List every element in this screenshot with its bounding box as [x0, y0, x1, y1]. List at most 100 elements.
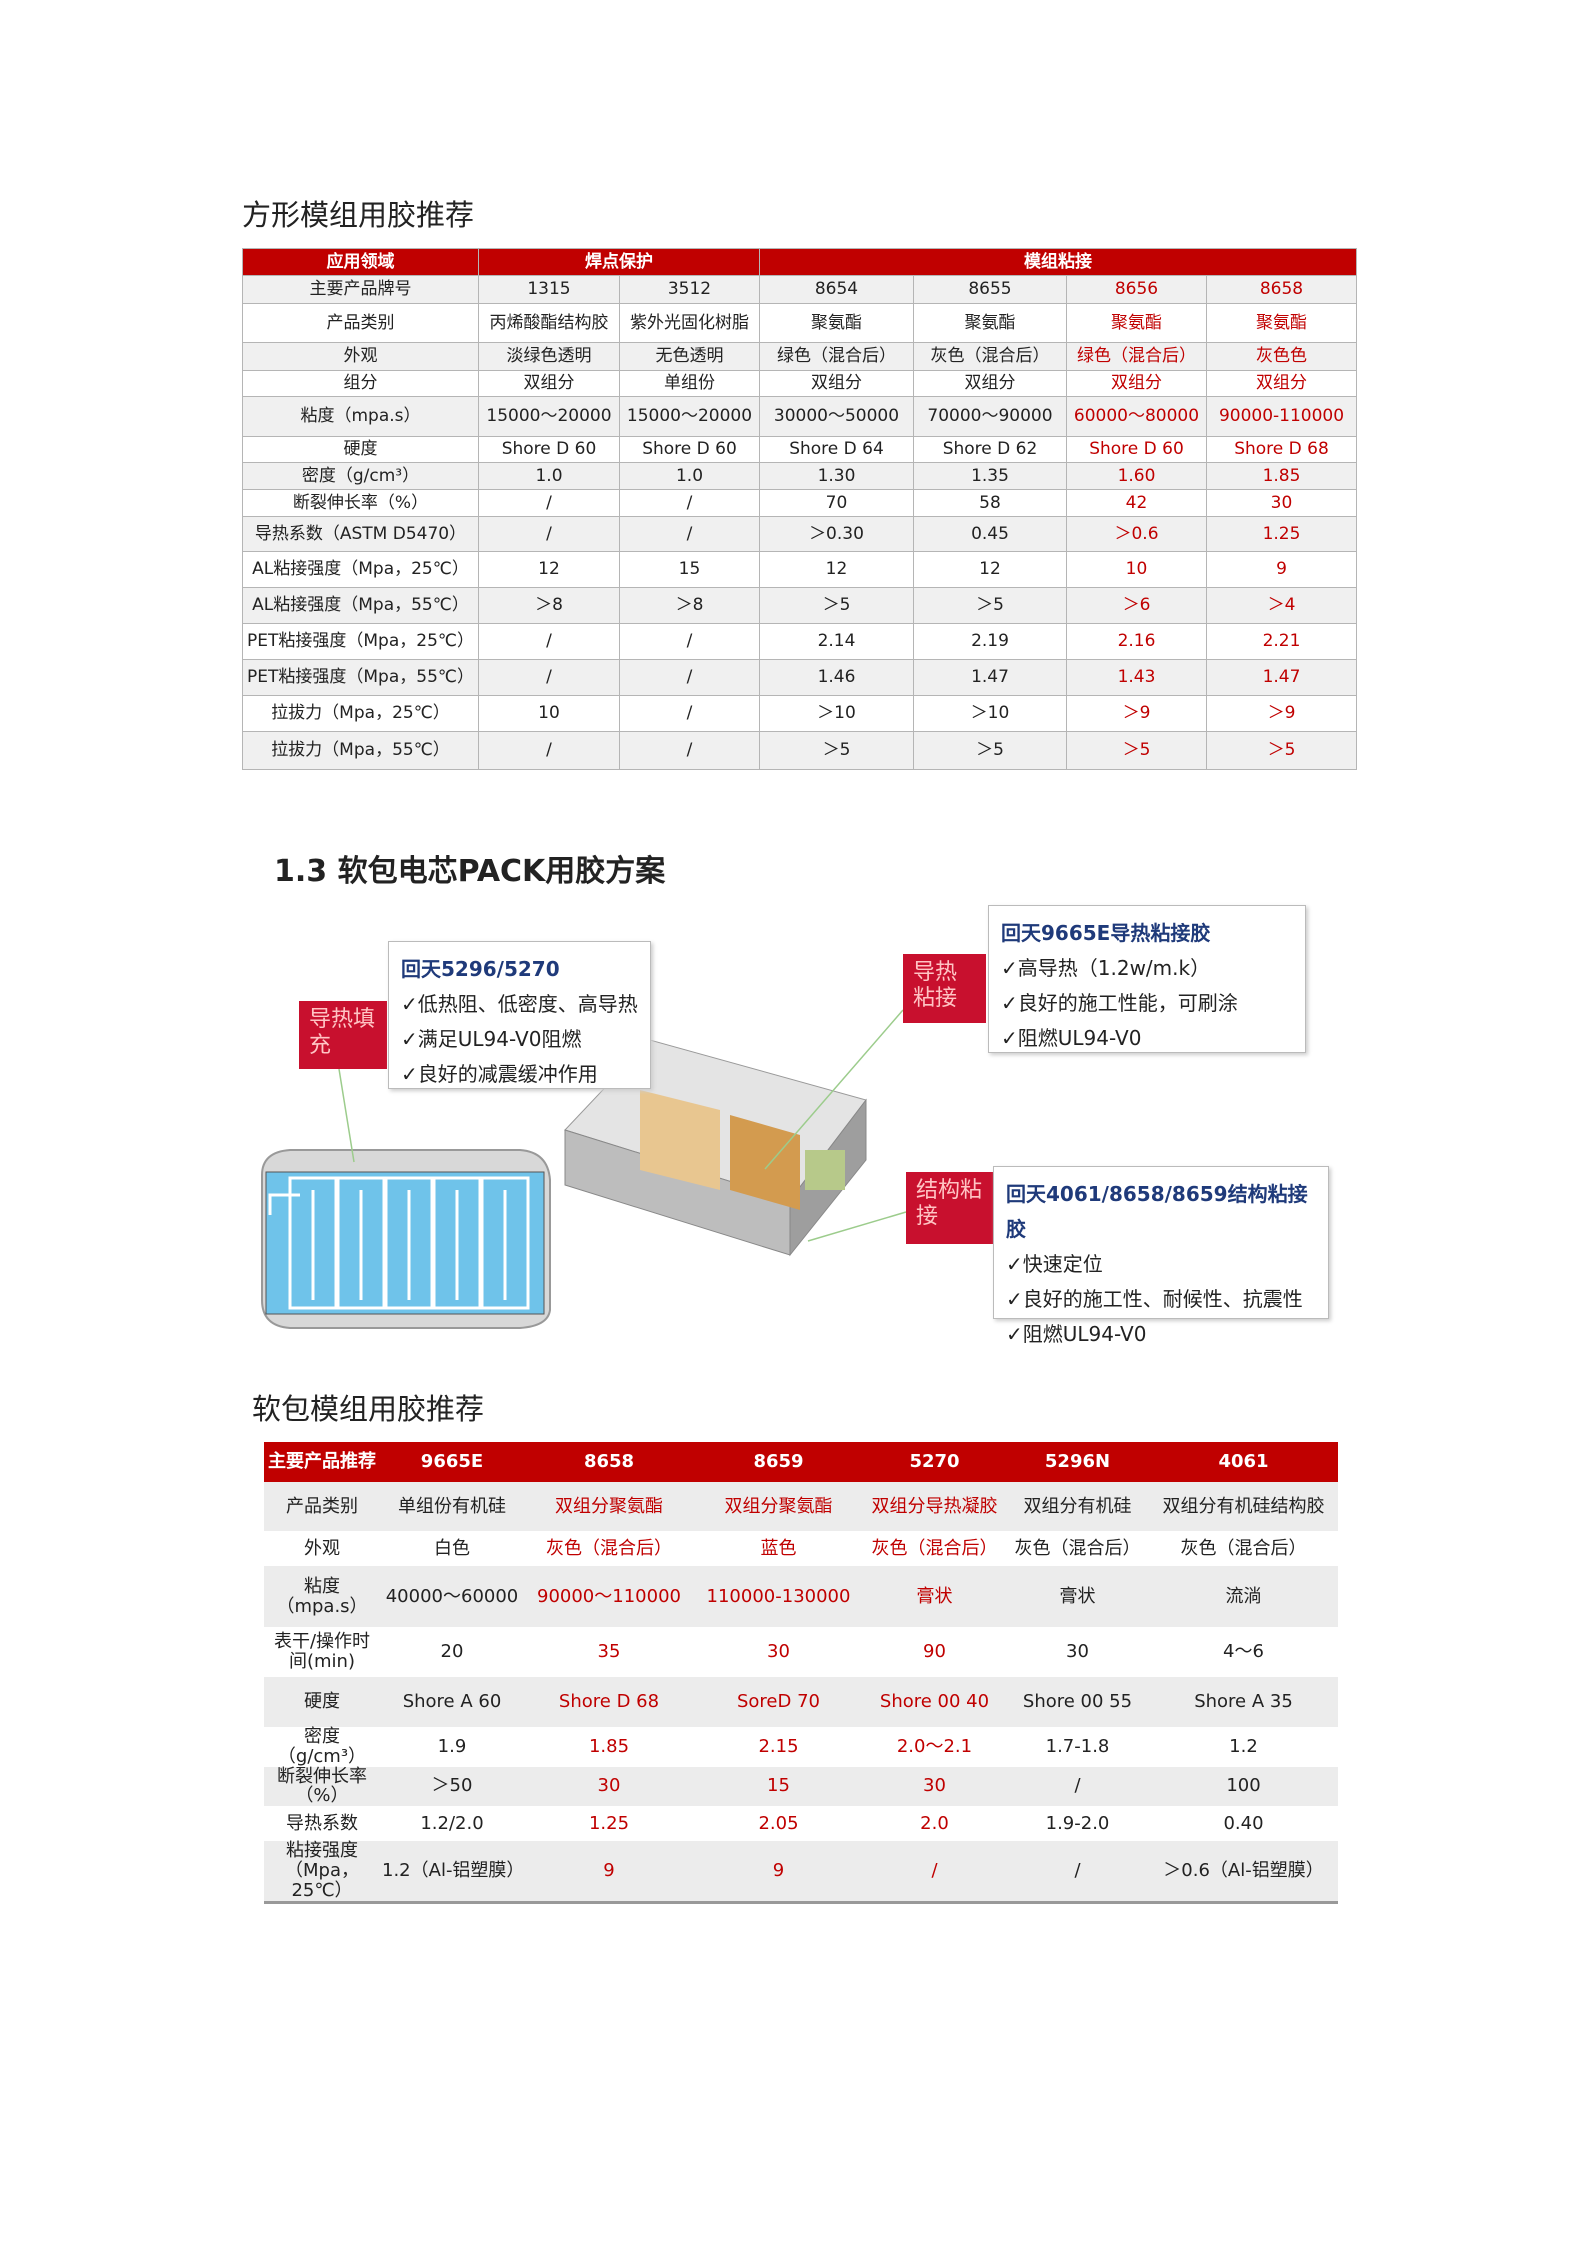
cell: ＞10: [759, 695, 914, 732]
callout-tag: 导热粘接: [903, 954, 986, 1023]
cell: 1.2（Al-铝塑膜）: [380, 1841, 524, 1903]
cell: 膏状: [1006, 1566, 1149, 1627]
cell: 灰色（混合后）: [913, 342, 1067, 371]
cell: 15: [619, 551, 760, 588]
cell: 1.35: [913, 462, 1067, 490]
callout-box: 回天5296/5270 ✓低热阻、低密度、高导热 ✓满足UL94-V0阻燃 ✓良好的减…: [388, 941, 651, 1089]
cell: 42: [1066, 489, 1207, 517]
cell: Shore D 60: [1066, 436, 1207, 463]
cell: 12: [759, 551, 914, 588]
table-row: 粘接强度（Mpa，25℃） 1.2（Al-铝塑膜） 9 9// ＞0.6（Al-铝塑膜）: [264, 1841, 1338, 1903]
table-row: AL粘接强度（Mpa，55℃） ＞8 ＞8 ＞5 ＞5 ＞6 ＞4: [242, 587, 1357, 624]
cell: 1.85: [588, 1735, 630, 1757]
cell: ＞5: [913, 731, 1067, 770]
cell: 3512: [619, 275, 760, 304]
header-cell: 模组粘接: [759, 248, 1357, 276]
cell: 灰色（混合后）: [1014, 1537, 1141, 1559]
header-cell: 8659: [694, 1442, 863, 1482]
cell: 35: [597, 1641, 621, 1663]
row-label: 粘度（mpa.s）: [242, 396, 479, 437]
cell: 丙烯酸酯结构胶: [478, 303, 620, 343]
cell: 9: [694, 1841, 863, 1903]
row-label: 表干/操作时间(min): [273, 1631, 371, 1672]
cell: 聚氨酯: [1206, 303, 1357, 343]
cell: 30: [863, 1766, 1006, 1807]
cell: /: [619, 489, 760, 517]
callout-title: 回天4061/8658/8659结构粘接胶: [1006, 1182, 1308, 1241]
cell: 70: [759, 489, 914, 517]
table-row: 表干/操作时间(min) 20 35 30 90 30 4～6: [264, 1627, 1338, 1677]
cell: /: [478, 731, 620, 770]
header-cell: 应用领域: [242, 248, 479, 276]
cell: 灰色（混合后）: [871, 1537, 998, 1559]
cell: Shore 00 40: [863, 1677, 1006, 1727]
header-row: 应用领域 焊点保护 模组粘接: [242, 248, 1357, 276]
table-row: 外观 淡绿色透明 无色透明 绿色（混合后） 灰色（混合后） 绿色（混合后） 灰色色: [242, 342, 1357, 371]
cell: ＞0.30: [759, 516, 914, 552]
cell: 蓝色: [760, 1537, 797, 1559]
cell: 2.0: [920, 1812, 949, 1834]
cell: 双组分导热凝胶: [863, 1482, 1006, 1531]
cell: 8658: [1206, 275, 1357, 304]
cell: 1.25: [1206, 516, 1357, 552]
row-label: 导热系数: [286, 1812, 358, 1834]
section-title: 方形模组用胶推荐: [242, 198, 475, 232]
row-label: AL粘接强度（Mpa，55℃）: [242, 587, 479, 624]
cell: Shore D 68: [524, 1677, 694, 1727]
cell: 双组分聚氨酯: [524, 1482, 694, 1531]
cell: ＞6: [1066, 587, 1207, 624]
table-row: 断裂伸长率（%） //70 58 42 30: [242, 489, 1357, 517]
cell: 2.05: [758, 1812, 799, 1834]
cell: ＞5: [759, 587, 914, 624]
cell: 8654: [759, 275, 914, 304]
callout-title: 回天9665E导热粘接胶: [1001, 921, 1211, 945]
row-label: PET粘接强度（Mpa，55℃）: [242, 659, 479, 696]
cell: 15: [694, 1766, 863, 1807]
callout-item: ✓快速定位: [1006, 1252, 1103, 1276]
cell: /: [619, 516, 760, 552]
header-cell: 4061: [1149, 1442, 1338, 1482]
callout-item: ✓良好的减震缓冲作用: [401, 1062, 598, 1086]
cell: 膏状: [863, 1566, 1006, 1627]
cell: 2.15: [758, 1735, 799, 1757]
cell: 30: [524, 1766, 694, 1807]
row-label: PET粘接强度（Mpa，25℃）: [242, 623, 479, 660]
cell: ＞5: [1066, 731, 1207, 770]
cell: 30000～50000: [759, 396, 914, 437]
table-row: 导热系数 1.2/2.0 1.25 2.05 2.0 1.9-2.0 0.40: [264, 1806, 1338, 1841]
cell: 1.9-2.0: [1045, 1812, 1110, 1834]
callout-item: ✓低热阻、低密度、高导热: [401, 992, 638, 1016]
cell: 双组分: [913, 370, 1067, 397]
cell: SoreD 70: [694, 1677, 863, 1727]
cell: 10: [478, 695, 620, 732]
cell: Shore 00 55: [1006, 1677, 1149, 1727]
table-row: 硬度 Shore D 60 Shore D 60 Shore D 64 Shore D …: [242, 436, 1357, 463]
header-cell: 9665E: [380, 1442, 524, 1482]
cell: 100: [1149, 1766, 1338, 1807]
cell: ＞8: [619, 587, 760, 624]
callout-box: 回天4061/8658/8659结构粘接胶 ✓快速定位 ✓良好的施工性、耐候性、抗震…: [993, 1166, 1329, 1346]
cell: ＞50: [380, 1766, 524, 1807]
cell: /: [478, 489, 620, 517]
cell: 白色: [434, 1537, 470, 1559]
cell: 0.40: [1223, 1812, 1264, 1834]
cell: /: [1006, 1841, 1149, 1903]
cell: 40000～60000: [380, 1566, 524, 1627]
cell: 双组分有机硅: [1006, 1482, 1149, 1531]
cell: 2.21: [1206, 623, 1357, 660]
cell: 1.47: [1206, 659, 1357, 696]
cell: ＞5: [913, 587, 1067, 624]
row-label: 产品类别: [264, 1482, 380, 1531]
cell: 58: [913, 489, 1067, 517]
cell: 12: [913, 551, 1067, 588]
cell: 聚氨酯: [913, 303, 1067, 343]
leader-lines: [338, 1009, 907, 1242]
header-cell: 主要产品推荐: [264, 1442, 380, 1482]
row-label: 外观: [242, 342, 479, 371]
cell: 绿色（混合后）: [1066, 342, 1207, 371]
row-label: 产品类别: [242, 303, 479, 343]
cell: 绿色（混合后）: [759, 342, 914, 371]
row-label: AL粘接强度（Mpa，25℃）: [242, 551, 479, 588]
cell: 灰色（混合后）: [546, 1537, 672, 1559]
